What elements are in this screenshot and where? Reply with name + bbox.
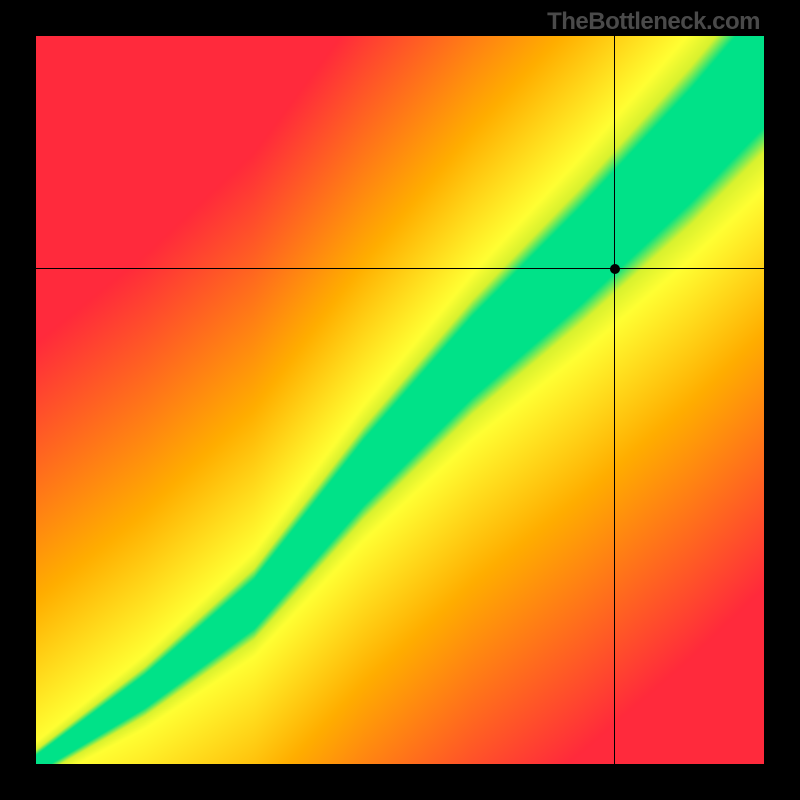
- watermark-text: TheBottleneck.com: [547, 8, 760, 36]
- plot-area: [36, 36, 764, 764]
- chart-container: TheBottleneck.com: [0, 0, 800, 800]
- heatmap-canvas: [36, 36, 764, 764]
